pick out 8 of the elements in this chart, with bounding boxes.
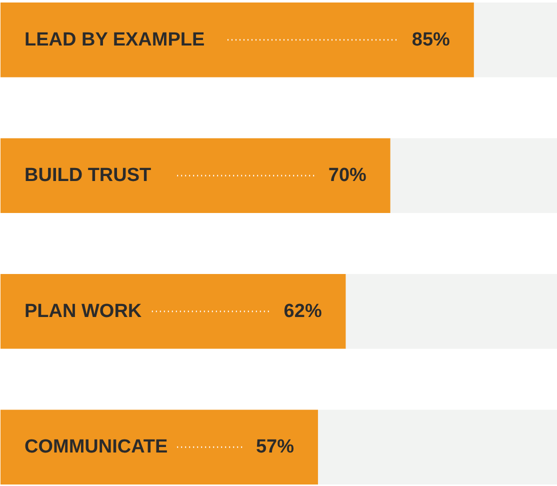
data-label: 85%: [412, 29, 450, 50]
y-tick-label: COMMUNICATE: [24, 436, 168, 458]
y-tick-label: LEAD BY EXAMPLE: [24, 29, 205, 50]
data-label: 57%: [256, 436, 294, 458]
y-tick-label: BUILD TRUST: [24, 165, 152, 186]
data-label: 70%: [328, 165, 367, 186]
data-label: 62%: [284, 300, 322, 322]
y-tick-label: PLAN WORK: [24, 300, 142, 322]
